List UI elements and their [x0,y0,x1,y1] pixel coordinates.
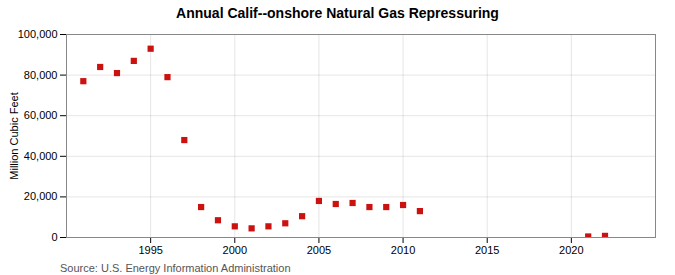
svg-text:80,000: 80,000 [24,69,58,81]
svg-text:20,000: 20,000 [24,190,58,202]
html-text:Annual Calif--onshore Natural: Annual Calif--onshore Natural Gas Repres… [176,5,499,21]
svg-text:2015: 2015 [475,244,499,256]
svg-text:2020: 2020 [559,244,583,256]
svg-text:60,000: 60,000 [24,109,58,121]
svg-text:Million Cubic Feet: Million Cubic Feet [8,92,20,179]
svg-text:40,000: 40,000 [24,150,58,162]
svg-text:1995: 1995 [138,244,162,256]
svg-text:2000: 2000 [223,244,247,256]
svg-text:0: 0 [51,231,57,243]
html-text:Source: U.S. Energy Informatio: Source: U.S. Energy Information Administ… [60,262,291,274]
svg-text:100,000: 100,000 [18,28,58,40]
svg-text:2005: 2005 [307,244,331,256]
svg-text:2010: 2010 [391,244,415,256]
